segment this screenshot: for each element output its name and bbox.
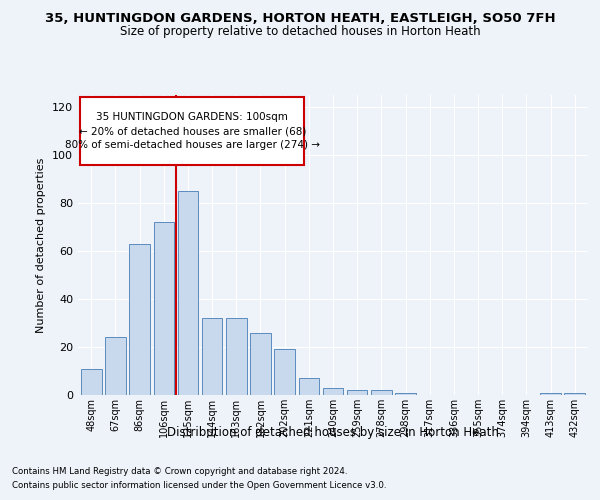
Bar (323, 388, 343, 395)
Text: Size of property relative to detached houses in Horton Heath: Size of property relative to detached ho… (119, 25, 481, 38)
Text: 35, HUNTINGDON GARDENS, HORTON HEATH, EASTLEIGH, SO50 7FH: 35, HUNTINGDON GARDENS, HORTON HEATH, EA… (44, 12, 556, 26)
Text: Distribution of detached houses by size in Horton Heath: Distribution of detached houses by size … (167, 426, 499, 439)
Bar (250, 332, 271, 395)
Bar (226, 318, 247, 395)
Bar (540, 392, 561, 395)
Text: Contains HM Land Registry data © Crown copyright and database right 2024.: Contains HM Land Registry data © Crown c… (12, 467, 347, 476)
Y-axis label: Number of detached properties: Number of detached properties (37, 158, 46, 332)
Bar (202, 318, 223, 395)
Bar (81, 368, 101, 395)
Bar (371, 390, 392, 395)
Text: Contains public sector information licensed under the Open Government Licence v3: Contains public sector information licen… (12, 481, 386, 490)
Bar (274, 350, 295, 395)
Text: 35 HUNTINGDON GARDENS: 100sqm
← 20% of detached houses are smaller (68)
80% of s: 35 HUNTINGDON GARDENS: 100sqm ← 20% of d… (65, 112, 320, 150)
Bar (299, 378, 319, 395)
Bar (105, 338, 126, 395)
Bar (178, 191, 198, 395)
Bar (347, 390, 367, 395)
Bar (154, 222, 174, 395)
Bar (395, 392, 416, 395)
Bar (565, 392, 585, 395)
Bar (130, 244, 150, 395)
FancyBboxPatch shape (80, 98, 304, 164)
